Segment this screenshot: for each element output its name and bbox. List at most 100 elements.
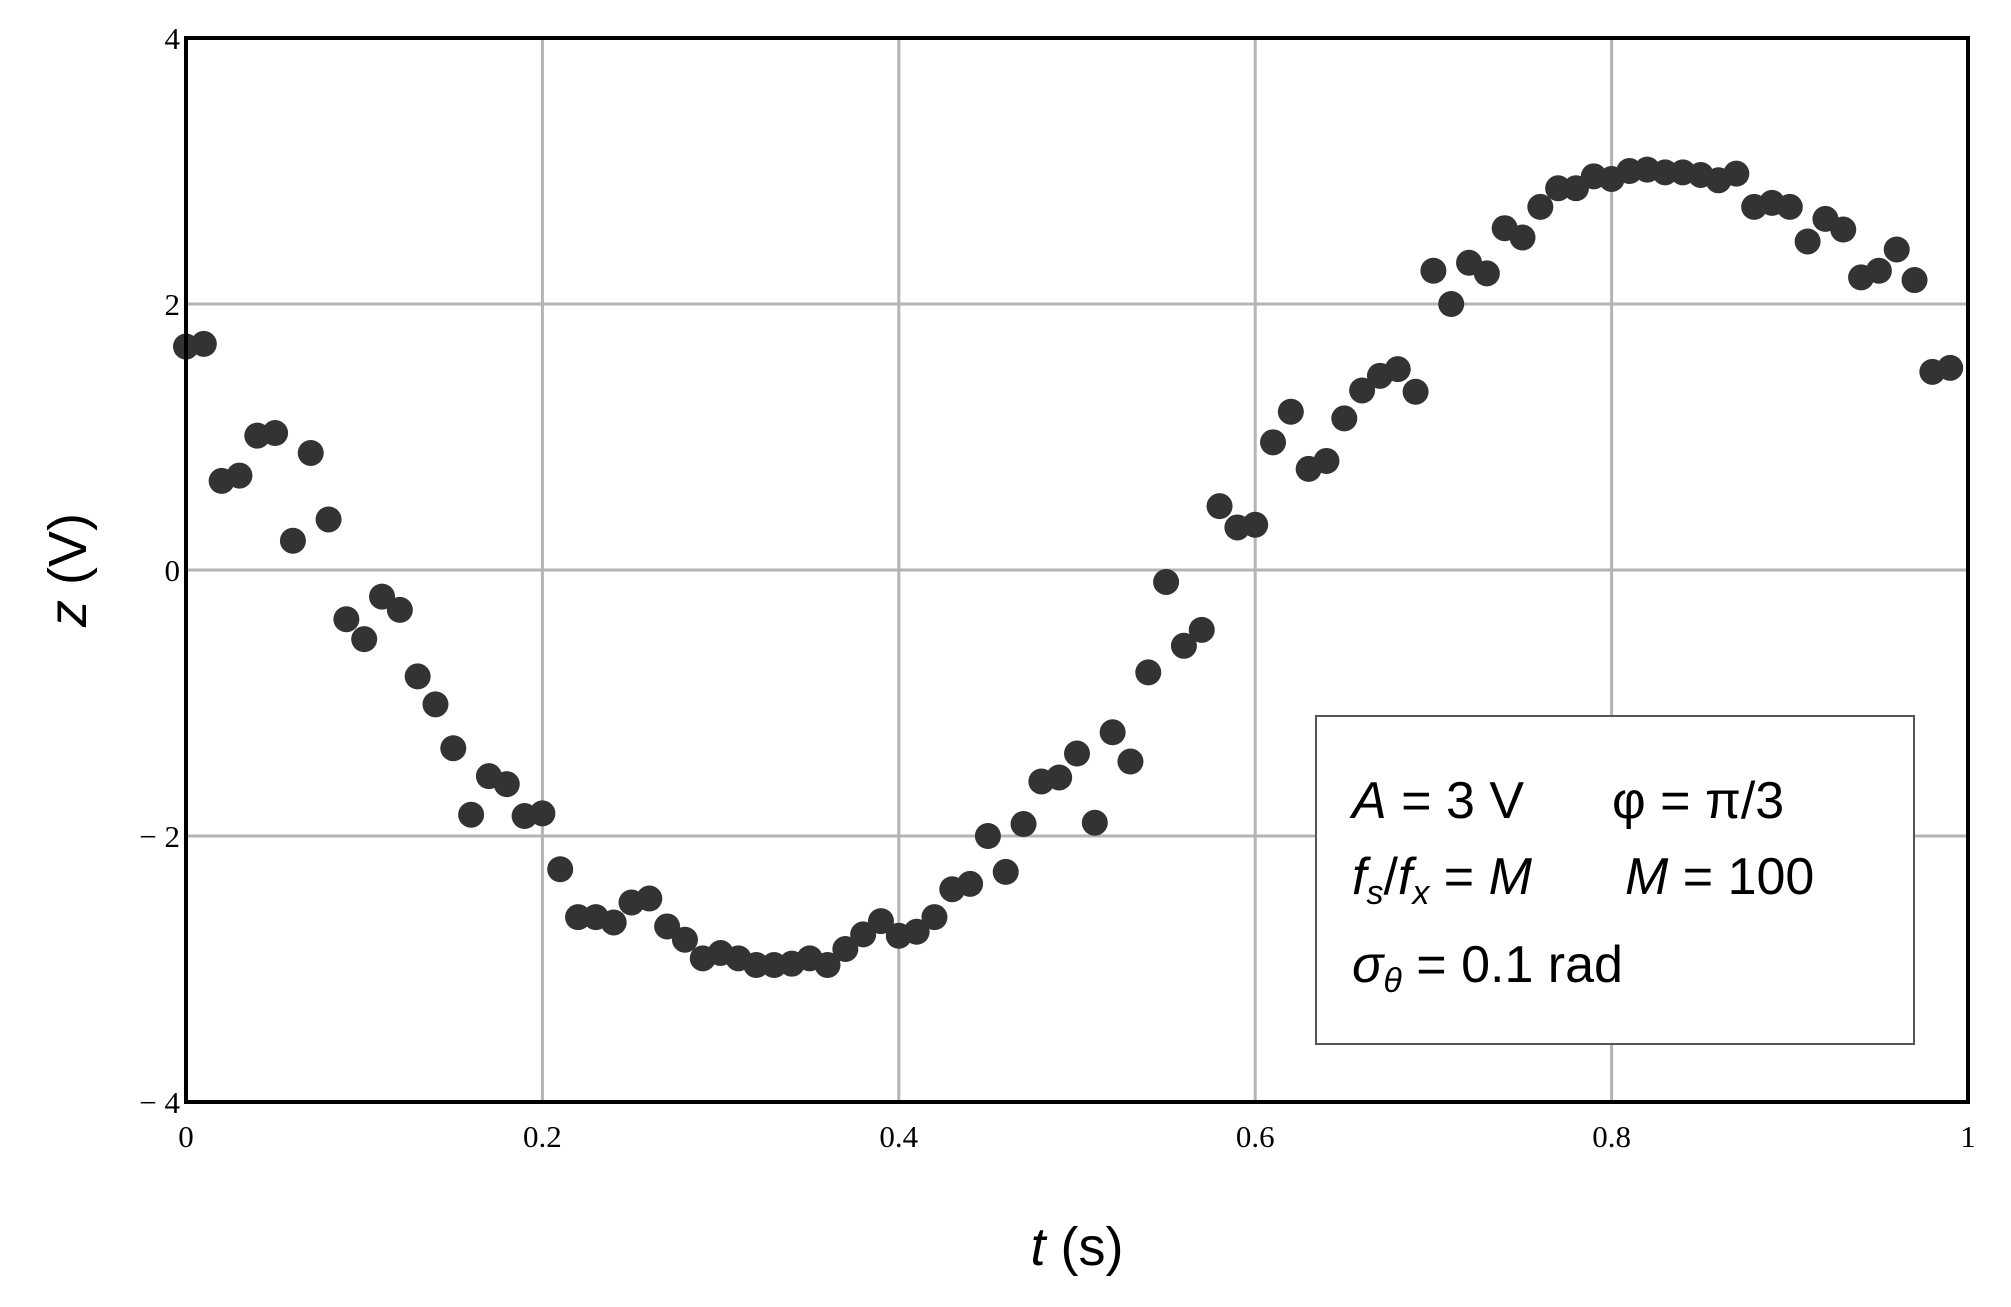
data-point: [422, 691, 449, 718]
data-point: [1384, 356, 1411, 383]
data-point: [974, 823, 1001, 849]
x-tick-label: 0.2: [523, 1119, 562, 1154]
ratio-m-symbol: M: [1489, 848, 1533, 906]
data-point: [814, 952, 841, 979]
data-point: [190, 330, 217, 357]
data-point: [921, 904, 948, 931]
ratio-slash: /: [1383, 848, 1398, 906]
data-point: [333, 606, 360, 633]
data-point: [1901, 267, 1928, 294]
data-point: [1402, 378, 1429, 405]
data-point: [992, 858, 1019, 885]
data-point: [1153, 568, 1180, 595]
data-point: [1242, 511, 1269, 538]
sigma-value: = 0.1 rad: [1402, 936, 1623, 994]
x-tick-label: 0: [178, 1119, 194, 1154]
phase-text: φ = π/3: [1612, 772, 1784, 830]
data-point: [1046, 764, 1073, 791]
data-point: [1420, 257, 1447, 284]
data-point: [867, 908, 894, 935]
data-point: [1099, 719, 1126, 746]
data-point: [226, 462, 253, 489]
data-point: [1170, 632, 1197, 659]
y-axis-open-paren: (: [38, 567, 98, 585]
data-point: [1331, 405, 1358, 432]
data-point: [671, 926, 698, 953]
plot-frame: [184, 36, 1970, 1104]
ratio-equals: =: [1429, 848, 1488, 906]
data-point: [1937, 354, 1964, 381]
data-point: [262, 420, 289, 447]
annotation-line-3: σθ = 0.1 rad: [1352, 936, 1623, 1000]
data-point: [1206, 493, 1233, 520]
data-point: [1117, 748, 1144, 775]
amplitude-value: = 3 V: [1387, 772, 1525, 830]
data-point: [1794, 228, 1821, 255]
fs-symbol: f: [1352, 848, 1371, 906]
m-symbol: M: [1625, 848, 1669, 906]
y-tick-label: 4: [165, 21, 181, 56]
data-point: [1723, 160, 1750, 187]
y-tick-labels: − 4 − 2 0 2 4: [139, 21, 180, 1120]
data-point: [1081, 809, 1108, 836]
data-point: [1776, 193, 1803, 220]
y-axis-close-paren: ): [38, 513, 98, 531]
data-point: [832, 936, 859, 963]
data-point: [1313, 447, 1340, 474]
x-tick-labels: 0 0.2 0.4 0.6 0.8 1: [178, 1119, 1976, 1154]
data-point: [315, 506, 342, 533]
m-value: = 100: [1668, 848, 1814, 906]
data-point: [493, 771, 520, 798]
data-point: [1473, 260, 1500, 287]
data-point: [1260, 429, 1287, 456]
y-tick-label: 0: [165, 553, 181, 588]
y-axis-variable: z: [38, 600, 98, 628]
fx-symbol: f: [1398, 848, 1417, 906]
data-point: [1010, 811, 1037, 838]
x-axis-gap: [1046, 1217, 1061, 1277]
data-point: [1188, 616, 1215, 643]
x-tick-label: 0.4: [879, 1119, 918, 1154]
data-point: [404, 663, 431, 690]
data-points: [173, 156, 1964, 979]
data-point: [369, 583, 396, 610]
data-point: [636, 885, 663, 912]
data-point: [1865, 257, 1892, 284]
data-point: [1135, 659, 1162, 686]
data-point: [279, 527, 306, 554]
data-point: [529, 800, 556, 827]
x-tick-label: 1: [1960, 1119, 1976, 1154]
data-point: [1438, 291, 1465, 317]
y-axis-gap: [38, 585, 98, 600]
y-axis-label: z (V): [38, 513, 98, 628]
data-point: [565, 904, 592, 931]
x-axis-unit: (s): [1061, 1217, 1124, 1277]
data-point: [1883, 236, 1910, 263]
data-point: [600, 909, 627, 936]
data-point: [1277, 398, 1304, 425]
grid-lines: [186, 38, 1968, 1102]
fs-subscript: s: [1366, 874, 1383, 912]
data-point: [850, 921, 877, 948]
data-point: [547, 856, 574, 883]
y-axis-unit: V: [38, 531, 98, 567]
data-point: [957, 870, 984, 897]
y-tick-label: 2: [165, 287, 181, 322]
data-point: [458, 801, 485, 828]
data-point: [297, 439, 324, 466]
data-point: [743, 952, 770, 979]
x-axis-label: t (s): [1031, 1217, 1124, 1277]
annotation-line-1: A = 3 V φ = π/3: [1349, 772, 1784, 830]
x-tick-label: 0.8: [1592, 1119, 1631, 1154]
data-point: [1527, 193, 1554, 220]
y-tick-label: − 2: [139, 819, 180, 854]
data-point: [440, 735, 467, 762]
fx-subscript: x: [1410, 874, 1430, 912]
y-tick-label: − 4: [139, 1085, 180, 1120]
data-point: [1545, 175, 1572, 202]
data-point: [386, 596, 413, 623]
data-point: [1509, 224, 1536, 251]
